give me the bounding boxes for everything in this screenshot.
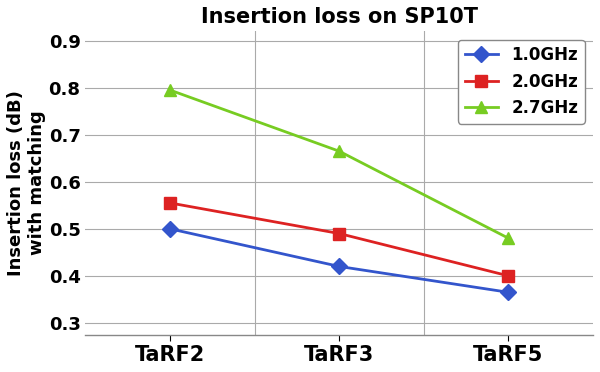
2.0GHz — [335, 231, 343, 236]
2.7GHz — [505, 236, 512, 240]
Y-axis label: Insertion loss (dB)
with matching: Insertion loss (dB) with matching — [7, 90, 46, 276]
2.0GHz — [505, 274, 512, 278]
2.7GHz — [335, 149, 343, 153]
Legend: 1.0GHz, 2.0GHz, 2.7GHz: 1.0GHz, 2.0GHz, 2.7GHz — [458, 39, 585, 124]
Line: 2.7GHz: 2.7GHz — [164, 84, 515, 244]
Line: 2.0GHz: 2.0GHz — [164, 198, 514, 281]
1.0GHz — [505, 290, 512, 295]
1.0GHz — [166, 227, 173, 231]
2.7GHz — [166, 88, 173, 92]
1.0GHz — [335, 264, 343, 269]
Title: Insertion loss on SP10T: Insertion loss on SP10T — [201, 7, 478, 27]
Line: 1.0GHz: 1.0GHz — [164, 223, 514, 298]
2.0GHz — [166, 201, 173, 205]
